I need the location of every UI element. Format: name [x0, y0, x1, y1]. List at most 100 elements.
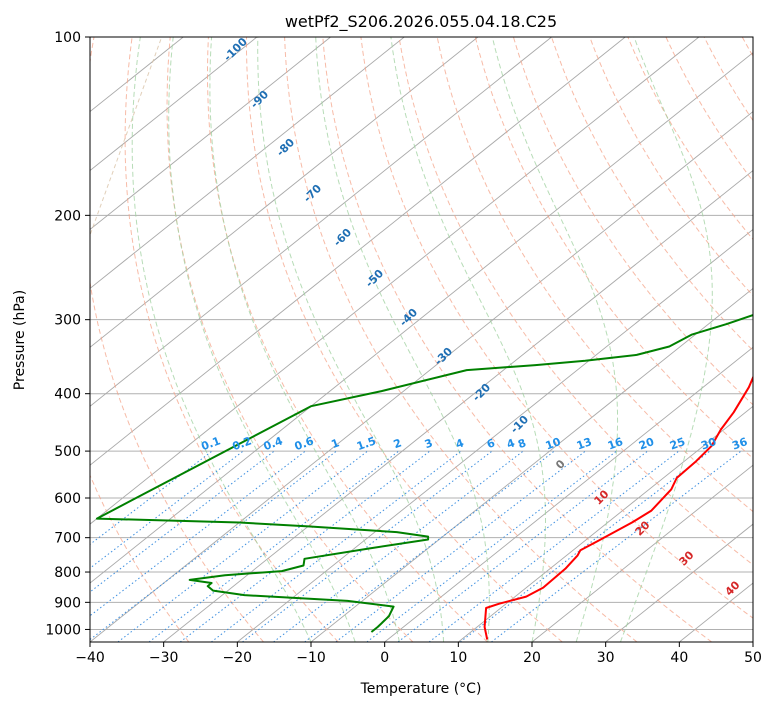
x-tick-label: 50: [744, 650, 762, 666]
isotherm-line: [90, 52, 753, 584]
x-tick-label: 20: [523, 650, 541, 666]
x-tick-label: −20: [223, 650, 253, 666]
mixing-ratio-label: 0.6: [293, 434, 316, 453]
temperature-profile-line: [483, 375, 753, 640]
dry-adiabat-line: [474, 37, 753, 459]
x-tick-label: −30: [149, 650, 179, 666]
dry-adiabat-line: [322, 37, 713, 642]
x-tick-label: −10: [296, 650, 326, 666]
mixing-ratio-label: 16: [606, 435, 625, 453]
dry-adiabat-line: [551, 37, 753, 352]
mixing-ratio-label: 25: [668, 435, 687, 452]
mixing-ratio-line: [210, 450, 462, 642]
dry-adiabat-line: [436, 37, 753, 513]
isotherm-line: [531, 464, 753, 642]
mixing-ratio-label: 1.5: [355, 434, 378, 453]
y-tick-label: 700: [54, 531, 81, 547]
mixing-ratio-line: [117, 450, 368, 642]
x-tick-label: 10: [449, 650, 467, 666]
dewpoint-profile-line: [95, 314, 753, 633]
dry-adiabat-line: [665, 37, 753, 183]
chart-title: wetPf2_S206.2026.055.04.18.C25: [285, 12, 557, 32]
dry-adiabat-line: [90, 474, 190, 642]
dry-adiabat-line: [284, 37, 638, 642]
y-tick-label: 600: [54, 491, 81, 507]
y-axis-label: Pressure (hPa): [12, 290, 28, 390]
mixing-ratio-line: [335, 450, 586, 642]
mixing-ratio-line: [273, 450, 524, 642]
mixing-ratio-line: [366, 450, 617, 642]
y-tick-label: 1000: [45, 622, 81, 638]
moist-adiabat-line: [491, 37, 619, 642]
isotherm-line: [605, 523, 753, 642]
mixing-ratio-line: [90, 450, 275, 593]
dry-adiabat-line: [512, 37, 753, 406]
mixing-ratio-label: 2: [392, 436, 404, 451]
mixing-ratio-line: [304, 450, 555, 642]
moist-adiabat-line: [315, 37, 490, 642]
mixing-ratio-line: [397, 450, 648, 642]
y-tick-label: 200: [54, 208, 81, 224]
mixing-ratio-label: 6: [485, 436, 497, 451]
mixing-ratio-label: 30: [699, 435, 718, 453]
mixing-ratio-label: 10: [544, 435, 563, 453]
y-tick-label: 100: [54, 30, 81, 46]
mixing-ratio-label: 8: [516, 436, 528, 451]
mixing-ratio-label: 13: [575, 435, 594, 452]
y-tick-label: 400: [54, 387, 81, 403]
y-tick-label: 300: [54, 313, 81, 329]
mixing-ratio-line: [148, 450, 400, 642]
x-tick-label: 40: [670, 650, 688, 666]
mixing-ratio-label: 4: [454, 436, 466, 451]
mixing-ratio-line: [428, 450, 680, 642]
isotherm-line: [90, 37, 626, 466]
dry-adiabat-line: [360, 37, 753, 619]
moist-adiabat-line: [390, 37, 546, 642]
mixing-ratio-label: 0.2: [231, 434, 254, 453]
isotherm-line: [163, 169, 753, 642]
x-tick-label: 0: [380, 650, 389, 666]
mixing-ratio-line: [90, 450, 244, 569]
isotherm-line: [90, 37, 405, 289]
dry-adiabat-line: [166, 37, 414, 642]
isotherm-line: [384, 346, 753, 642]
mixing-ratio-label: 3: [423, 436, 435, 451]
isotherm-line: [237, 228, 753, 642]
mixing-ratio-label: 0.4: [262, 434, 285, 453]
dry-adiabat-line: [90, 37, 264, 642]
moist-adiabat-line: [131, 37, 312, 642]
moist-adiabat-line: [619, 37, 713, 642]
mixing-ratio-line: [491, 450, 742, 642]
mixing-ratio-line: [179, 450, 431, 642]
mixing-ratio-line: [90, 450, 337, 641]
mixing-ratio-label: 4: [505, 436, 517, 451]
mixing-ratio-label: 36: [730, 435, 749, 453]
mixing-ratio-label: 1: [329, 436, 341, 451]
isotherm-line: [90, 37, 552, 407]
isotherm-line: [90, 111, 753, 642]
mixing-ratio-label: 20: [637, 435, 656, 453]
isotherm-line: [458, 405, 753, 642]
dry-adiabat-line: [589, 37, 753, 297]
y-tick-label: 900: [54, 595, 81, 611]
isotherm-line: [90, 37, 258, 172]
plot-frame: [89, 36, 754, 643]
y-tick-label: 500: [54, 444, 81, 460]
x-tick-label: 30: [597, 650, 615, 666]
x-axis-label: Temperature (°C): [360, 681, 482, 697]
mixing-ratio-line: [459, 450, 711, 642]
isotherm-line: [90, 37, 700, 525]
dry-adiabat-line: [627, 37, 753, 241]
moist-adiabat-line: [257, 37, 445, 642]
dry-adiabat-line: [398, 37, 753, 566]
x-tick-label: −40: [75, 650, 105, 666]
mixing-ratio-line: [90, 450, 306, 617]
mixing-ratio-label: 0.1: [199, 434, 222, 453]
dry-adiabat-line: [207, 37, 488, 642]
moist-adiabat-line: [209, 37, 400, 642]
mixing-ratio-line: [242, 450, 493, 642]
isotherm-line: [90, 37, 331, 231]
dry-adiabat-line: [246, 37, 563, 642]
